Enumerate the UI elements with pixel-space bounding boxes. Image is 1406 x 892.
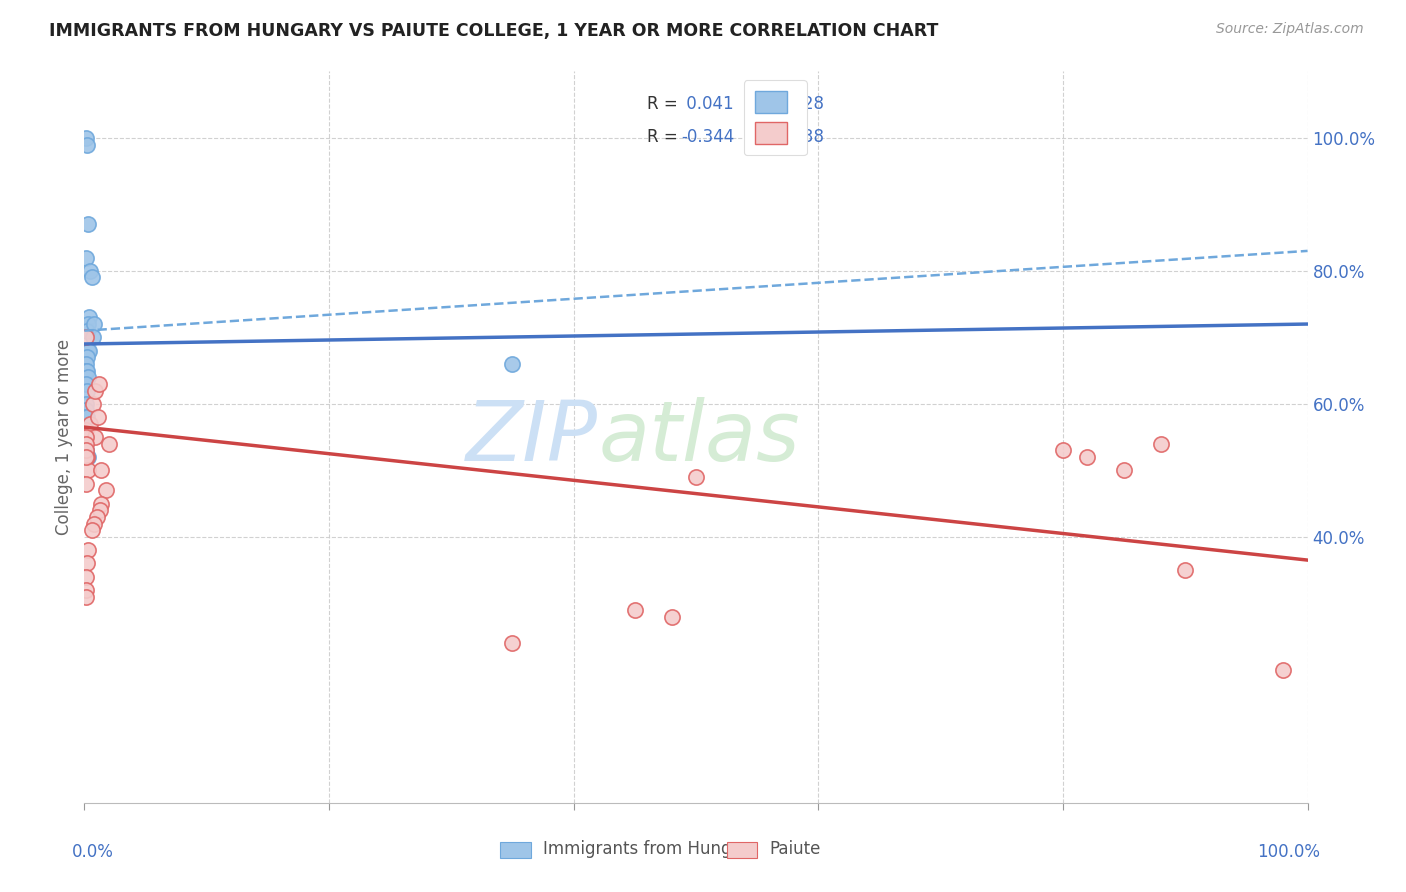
Point [75,436,97,450]
FancyBboxPatch shape [501,841,531,858]
Point [83,516,105,531]
Point [75,330,97,344]
Point [502,636,524,650]
Text: ZIP: ZIP [467,397,598,477]
Point [96,483,118,498]
Point [75,450,97,464]
Text: IMMIGRANTS FROM HUNGARY VS PAIUTE COLLEGE, 1 YEAR OR MORE CORRELATION CHART: IMMIGRANTS FROM HUNGARY VS PAIUTE COLLEG… [49,22,939,40]
Point [75,590,97,604]
Point [1114,463,1136,477]
Point [75,450,97,464]
Text: Paiute: Paiute [769,840,821,858]
Point [77,463,100,477]
Point [75,570,97,584]
Point [75,410,97,425]
Point [87,376,110,391]
Point [75,251,97,265]
Point [75,582,97,597]
Text: Source: ZipAtlas.com: Source: ZipAtlas.com [1216,22,1364,37]
Point [80,523,103,537]
Point [1272,663,1295,677]
Point [83,317,105,331]
Point [75,443,97,458]
Point [77,317,100,331]
Point [77,370,100,384]
Point [75,131,97,145]
Point [77,450,100,464]
Text: 0.0%: 0.0% [72,843,114,861]
Point [77,343,100,358]
Point [76,450,98,464]
Text: Immigrants from Hungary: Immigrants from Hungary [543,840,758,858]
Point [76,351,98,365]
Point [661,609,683,624]
Point [75,443,97,458]
Point [77,543,100,558]
Point [76,410,98,425]
Text: 0.041: 0.041 [682,95,734,113]
Point [685,470,707,484]
Point [1150,436,1173,450]
Point [502,357,524,371]
Point [75,476,97,491]
FancyBboxPatch shape [727,841,758,858]
Point [80,270,103,285]
Point [76,557,98,571]
Point [84,430,107,444]
Point [75,403,97,417]
Y-axis label: College, 1 year or more: College, 1 year or more [55,339,73,535]
Point [77,310,100,325]
Point [79,417,101,431]
Text: atlas: atlas [598,397,800,477]
Point [79,264,101,278]
Point [75,376,97,391]
Point [76,324,98,338]
Point [77,217,100,231]
Point [1174,563,1197,577]
Point [624,603,647,617]
Point [1052,443,1074,458]
Text: R =: R = [647,128,683,146]
Point [82,397,104,411]
Point [97,436,120,450]
Text: -0.344: -0.344 [682,128,734,146]
Point [75,424,97,438]
Point [75,397,97,411]
Point [75,430,97,444]
Point [76,137,98,152]
Point [90,497,112,511]
Text: 100.0%: 100.0% [1257,843,1320,861]
Point [75,363,97,377]
Point [75,357,97,371]
Point [89,503,111,517]
Text: N = 28: N = 28 [766,95,824,113]
Legend: , : , [744,80,807,155]
Point [90,463,112,477]
Point [82,330,104,344]
Point [86,509,108,524]
Point [1076,450,1098,464]
Text: N = 38: N = 38 [766,128,824,146]
Text: R =: R = [647,95,683,113]
Point [76,363,98,377]
Point [87,410,110,425]
Point [76,384,98,398]
Point [84,384,107,398]
Point [77,343,100,358]
